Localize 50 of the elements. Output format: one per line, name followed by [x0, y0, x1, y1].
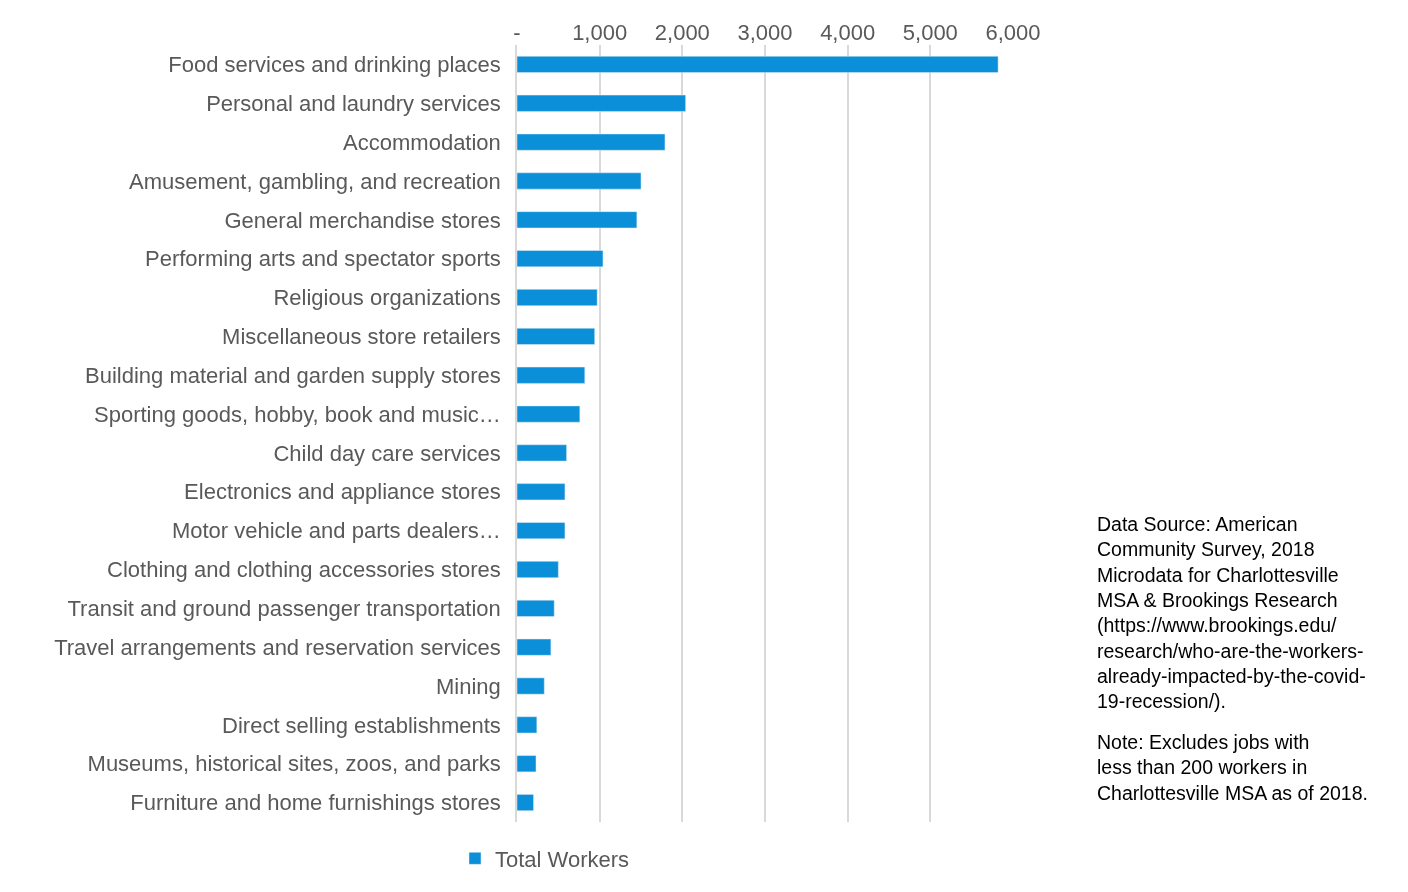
y-tick-label: Transit and ground passenger transportation — [67, 596, 501, 622]
bar — [517, 289, 598, 306]
x-tick-label: - — [513, 19, 521, 45]
x-tick-label: 5,000 — [902, 19, 958, 45]
y-tick-label: Building material and garden supply stores — [85, 362, 501, 388]
y-tick-label: Travel arrangements and reservation services — [54, 634, 501, 660]
bar — [517, 172, 642, 190]
bar — [517, 56, 999, 73]
source-note: Data Source: American Community Survey, 2018 Microdata for Charlottesville MSA & Brookings Research (https://www.brookings.edu/ research/who-are-the-workers- already-impacted-by-the-covid- 19-recession/). — [1097, 513, 1366, 713]
x-tick-label: 4,000 — [820, 19, 876, 45]
y-tick-label: Electronics and appliance stores — [184, 479, 501, 505]
y-tick-label: Amusement, gambling, and recreation — [129, 168, 501, 194]
bar — [517, 483, 566, 501]
y-tick-label: Child day care services — [273, 440, 501, 466]
bar — [517, 638, 552, 656]
y-tick-label: Personal and laundry services — [206, 90, 501, 116]
y-tick-label: Museums, historical sites, zoos, and parks — [87, 751, 501, 777]
legend-label: Total Workers — [495, 846, 630, 872]
bar — [517, 444, 567, 462]
x-tick-label: 2,000 — [654, 19, 710, 45]
bar — [517, 599, 555, 617]
bar — [517, 561, 559, 578]
bar — [517, 405, 581, 423]
y-tick-label: Direct selling establishments — [222, 712, 501, 738]
x-tick-label: 3,000 — [737, 19, 793, 45]
x-tick-label: 6,000 — [985, 19, 1041, 45]
bar — [517, 716, 538, 734]
bar — [517, 755, 537, 773]
x-tick-label: 1,000 — [572, 19, 628, 45]
bar — [517, 133, 666, 151]
y-tick-label: Clothing and clothing accessories stores — [107, 557, 501, 583]
y-tick-label: Food services and drinking places — [168, 52, 501, 78]
bar — [517, 327, 595, 345]
y-tick-label: Furniture and home furnishings stores — [130, 790, 501, 816]
bar — [517, 794, 534, 811]
bar — [517, 94, 686, 112]
y-tick-label: General merchandise stores — [224, 207, 501, 233]
y-tick-label: Sporting goods, hobby, book and music… — [94, 401, 501, 427]
y-tick-label: Performing arts and spectator sports — [145, 246, 501, 272]
text: Note: Excludes jobs with less than 200 workers in Charlottesville MSA as of 2018. — [1097, 731, 1368, 804]
y-tick-label: Mining — [436, 673, 501, 699]
bar — [517, 522, 566, 540]
bar — [517, 366, 586, 384]
bar — [517, 677, 545, 695]
y-tick-label: Miscellaneous store retailers — [222, 324, 501, 350]
y-tick-label: Motor vehicle and parts dealers… — [171, 518, 501, 544]
y-tick-label: Religious organizations — [273, 285, 501, 311]
bar — [517, 211, 638, 229]
y-tick-label: Accommodation — [343, 129, 501, 155]
bar — [517, 250, 604, 268]
